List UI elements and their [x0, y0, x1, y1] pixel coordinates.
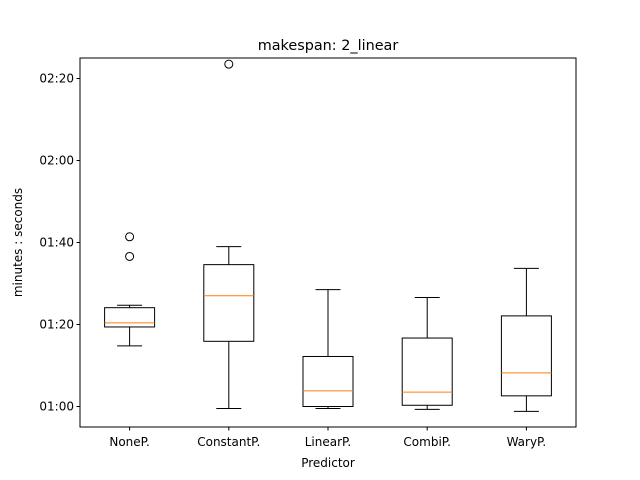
y-tick-label: 01:40: [39, 236, 74, 250]
x-tick-label: CombiP.: [403, 435, 451, 449]
box-iqr: [401, 337, 453, 406]
x-tick-label: LinearP.: [305, 435, 351, 449]
plot-area: 01:00 01:20 01:40 02:00 02:20 NoneP. ConstantP…: [39, 59, 552, 449]
y-tick-label: 02:00: [39, 154, 74, 168]
y-tick-label: 02:20: [39, 72, 74, 86]
y-tick-label: 01:20: [39, 318, 74, 332]
y-axis-label: minutes : seconds: [11, 188, 25, 297]
outlier-point: [125, 251, 135, 261]
box-iqr: [104, 307, 156, 328]
x-axis-label: Predictor: [301, 456, 355, 470]
plot-frame: [79, 57, 577, 428]
box-iqr: [203, 264, 255, 342]
box-iqr: [302, 355, 354, 408]
outlier-point: [224, 59, 234, 69]
outlier-point: [125, 232, 135, 242]
x-tick-label: WaryP.: [507, 435, 547, 449]
x-tick-label: ConstantP.: [197, 435, 260, 449]
y-tick-label: 01:00: [39, 400, 74, 414]
x-tick-label: NoneP.: [109, 435, 150, 449]
chart-title: makespan: 2_linear: [258, 38, 399, 54]
box-iqr: [500, 315, 552, 397]
